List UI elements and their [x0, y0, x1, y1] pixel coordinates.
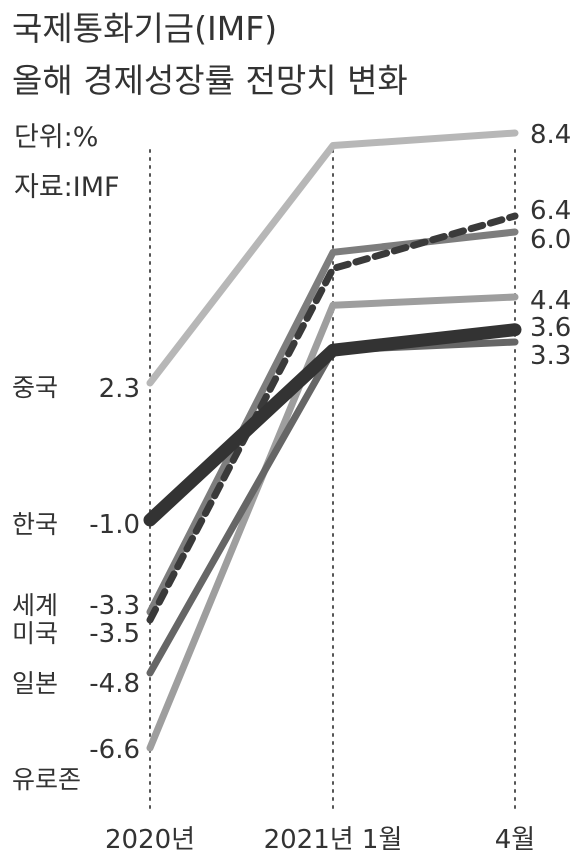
source-label: 자료:IMF: [14, 172, 120, 203]
start-value-유로존: -6.6: [89, 735, 140, 765]
x-axis-ticks: 2020년 2021년 1월 4월: [105, 825, 535, 855]
series-name-일본: 일본: [12, 669, 58, 698]
end-value-중국: 8.4: [530, 120, 571, 150]
series-name-한국: 한국: [12, 510, 58, 539]
series-line-세계: [146, 228, 519, 616]
chart-title-line2: 올해 경제성장률 전망치 변화: [12, 61, 408, 100]
series-name-미국: 미국: [12, 619, 58, 648]
chart-title-line1: 국제통화기금(IMF): [12, 9, 277, 48]
start-value-미국: -3.5: [89, 619, 140, 649]
series-lines: [143, 129, 522, 752]
series-line-미국: [146, 212, 519, 624]
start-value-일본: -4.8: [89, 669, 140, 699]
end-value-한국: 3.6: [530, 313, 571, 343]
start-value-중국: 2.3: [99, 374, 140, 404]
end-value-세계: 6.0: [530, 225, 571, 255]
series-name-유로존: 유로존: [12, 765, 81, 794]
series-labels: 중국 2.3 8.4 미국 -3.5 6.4 세계 -3.3 6.0 유로존 -6.6 4.4 한국 -1…: [12, 120, 571, 794]
end-value-미국: 6.4: [530, 196, 571, 226]
start-value-세계: -3.3: [89, 591, 140, 621]
series-name-중국: 중국: [12, 373, 58, 402]
series-line-한국: [143, 323, 522, 527]
grid-lines: [149, 149, 516, 813]
start-value-한국: -1.0: [89, 510, 140, 540]
series-name-세계: 세계: [12, 591, 58, 620]
unit-label: 단위:%: [14, 122, 98, 153]
series-line-중국: [146, 129, 519, 387]
series-line-유로존: [146, 293, 519, 752]
end-value-유로존: 4.4: [530, 286, 571, 316]
x-tick-0: 2020년: [105, 825, 195, 855]
x-tick-1: 2021년 1월: [264, 825, 403, 855]
x-tick-2: 4월: [495, 825, 535, 855]
end-value-일본: 3.3: [530, 341, 571, 371]
